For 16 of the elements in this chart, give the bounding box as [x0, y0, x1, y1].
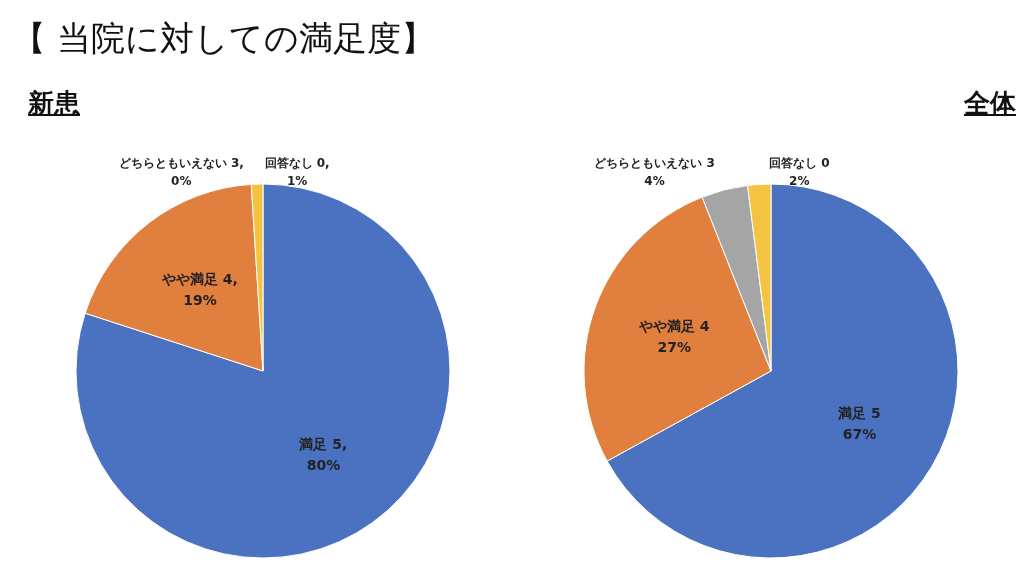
slice-label: 満足 5	[837, 404, 881, 421]
text: 【 当院に対しての満足度】	[12, 18, 435, 58]
slice-label: 満足 5	[299, 435, 343, 452]
data-label: 27%	[657, 338, 691, 355]
slice-label: どちらともいえない 3	[594, 156, 715, 171]
data-label: 2%	[789, 174, 810, 189]
category-label: どちらともいえない 3	[118, 156, 240, 171]
pie-slice	[75, 183, 451, 559]
data-label: 4%	[644, 174, 665, 189]
chart-title: 全体	[964, 87, 1016, 120]
data-label: 67%	[842, 425, 877, 442]
slice-label: やや満足 4	[637, 317, 710, 334]
slice-label: 回答なし 0	[264, 156, 326, 171]
slice-label: やや満足 4	[161, 271, 233, 288]
slice-label: 回答なし 0	[768, 156, 830, 171]
chart-title: 新患	[28, 87, 80, 120]
